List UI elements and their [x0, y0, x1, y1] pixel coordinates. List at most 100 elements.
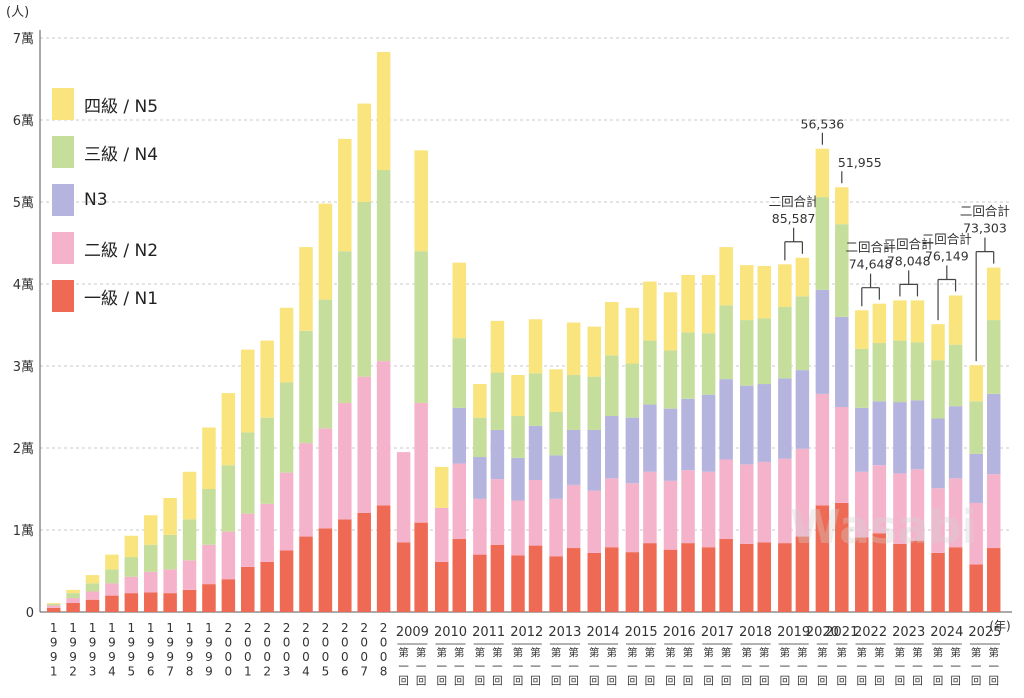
bar-segment	[202, 544, 216, 585]
bar-segment	[299, 443, 313, 537]
bar-segment	[511, 375, 525, 417]
session-label-char: 一	[780, 661, 791, 673]
session-label-char: 第	[492, 646, 503, 659]
session-label-char: 第	[874, 646, 885, 659]
session-label-char: 一	[607, 661, 618, 673]
bar-segment	[701, 333, 716, 395]
bar-segment	[452, 407, 467, 464]
x-tick-label: 0	[322, 636, 330, 650]
bar-segment	[566, 548, 581, 612]
x-tick-label: 0	[380, 636, 388, 650]
x-tick-label: 1	[50, 665, 58, 679]
session-label-char: 第	[416, 646, 427, 659]
bar-segment	[241, 349, 255, 433]
session-label-char: 回	[454, 675, 465, 687]
bar-segment	[855, 537, 869, 612]
session-label-char: 一	[703, 661, 714, 673]
x-tick-label: 9	[186, 650, 194, 664]
x-tick-label: 2023	[892, 625, 925, 640]
session-label-char: 回	[950, 675, 961, 687]
bar-segment	[490, 479, 505, 545]
bar-segment	[969, 453, 983, 503]
bar-segment	[587, 376, 601, 430]
session-label-char: 回	[436, 675, 447, 687]
bar-segment	[182, 471, 197, 520]
bar-segment	[376, 505, 391, 612]
bar-segment	[643, 281, 657, 341]
x-tick-label: 0	[322, 650, 330, 664]
x-tick-label: 2012	[510, 625, 543, 640]
session-label-char: 一	[971, 661, 982, 673]
bar-segment	[473, 417, 487, 458]
session-label-char: 第	[530, 646, 541, 659]
bar-segment	[414, 402, 428, 523]
bar-segment	[221, 531, 236, 580]
bar-segment	[719, 379, 733, 460]
bar-segment	[757, 461, 772, 543]
bar-segment	[85, 591, 100, 600]
session-label-char: 一	[837, 661, 848, 673]
bar-segment	[893, 473, 907, 544]
x-tick-label: 6	[341, 665, 349, 679]
bar-segment	[528, 545, 543, 612]
bar-segment	[66, 593, 80, 599]
bar-segment	[757, 542, 772, 612]
session-label-char: 第	[665, 646, 676, 659]
bar-segment	[85, 583, 100, 592]
session-label-char: 第	[741, 646, 752, 659]
session-label-char: 一	[721, 661, 732, 673]
x-tick-label: 2	[283, 621, 291, 635]
bar-segment	[681, 274, 695, 333]
annotation-total: 78,048	[887, 253, 931, 268]
session-label-char: 回	[895, 675, 906, 687]
bar-segment	[46, 602, 61, 604]
chart-legend: 四級 / N5 三級 / N4 N3 二級 / N2 一級 / N1	[52, 80, 158, 320]
bar-segment	[299, 536, 313, 612]
session-label-char: 回	[551, 675, 562, 687]
session-label-char: 第	[645, 646, 656, 659]
y-unit-label: (人)	[6, 5, 29, 20]
x-tick-label: 3	[89, 665, 97, 679]
x-tick-label: 6	[147, 665, 155, 679]
bar-segment	[105, 583, 119, 596]
y-tick-label: 2萬	[13, 442, 34, 457]
bar-segment	[872, 533, 887, 612]
session-label-char: 回	[721, 675, 732, 687]
bar-segment	[910, 540, 925, 612]
x-tick-label: 0	[380, 650, 388, 664]
session-label-char: 第	[436, 646, 447, 659]
x-tick-label: 2	[341, 621, 349, 635]
session-label-char: 回	[665, 675, 676, 687]
session-label-char: 回	[513, 675, 524, 687]
bar-segment	[473, 384, 487, 418]
x-tick-label: 9	[147, 650, 155, 664]
session-label-char: 回	[780, 675, 791, 687]
bar-segment	[549, 369, 563, 412]
legend-swatch	[52, 88, 74, 120]
x-tick-label: 9	[89, 650, 97, 664]
x-tick-label: 0	[244, 650, 252, 664]
x-tick-label: 2013	[548, 625, 581, 640]
x-tick-label: 1	[147, 621, 155, 635]
bar-segment	[566, 375, 581, 430]
bar-segment	[893, 340, 907, 403]
bar-segment	[778, 543, 792, 612]
session-label-char: 一	[741, 661, 752, 673]
x-tick-label: 2	[225, 621, 233, 635]
bar-segment	[605, 355, 619, 417]
x-tick-label: 1	[244, 665, 252, 679]
legend-swatch	[52, 136, 74, 168]
bar-segment	[872, 303, 887, 344]
x-tick-label: 1	[89, 621, 97, 635]
annotation-title: 二回合計	[884, 236, 934, 251]
bar-segment	[625, 307, 640, 364]
bar-segment	[46, 607, 61, 612]
bar-segment	[396, 542, 411, 612]
y-tick-label: 7萬	[13, 32, 34, 47]
bar-segment	[986, 393, 1001, 475]
session-label-char: 一	[436, 661, 447, 673]
session-label-char: 一	[950, 661, 961, 673]
bar-segment	[969, 365, 983, 402]
x-tick-label: 8	[186, 665, 194, 679]
